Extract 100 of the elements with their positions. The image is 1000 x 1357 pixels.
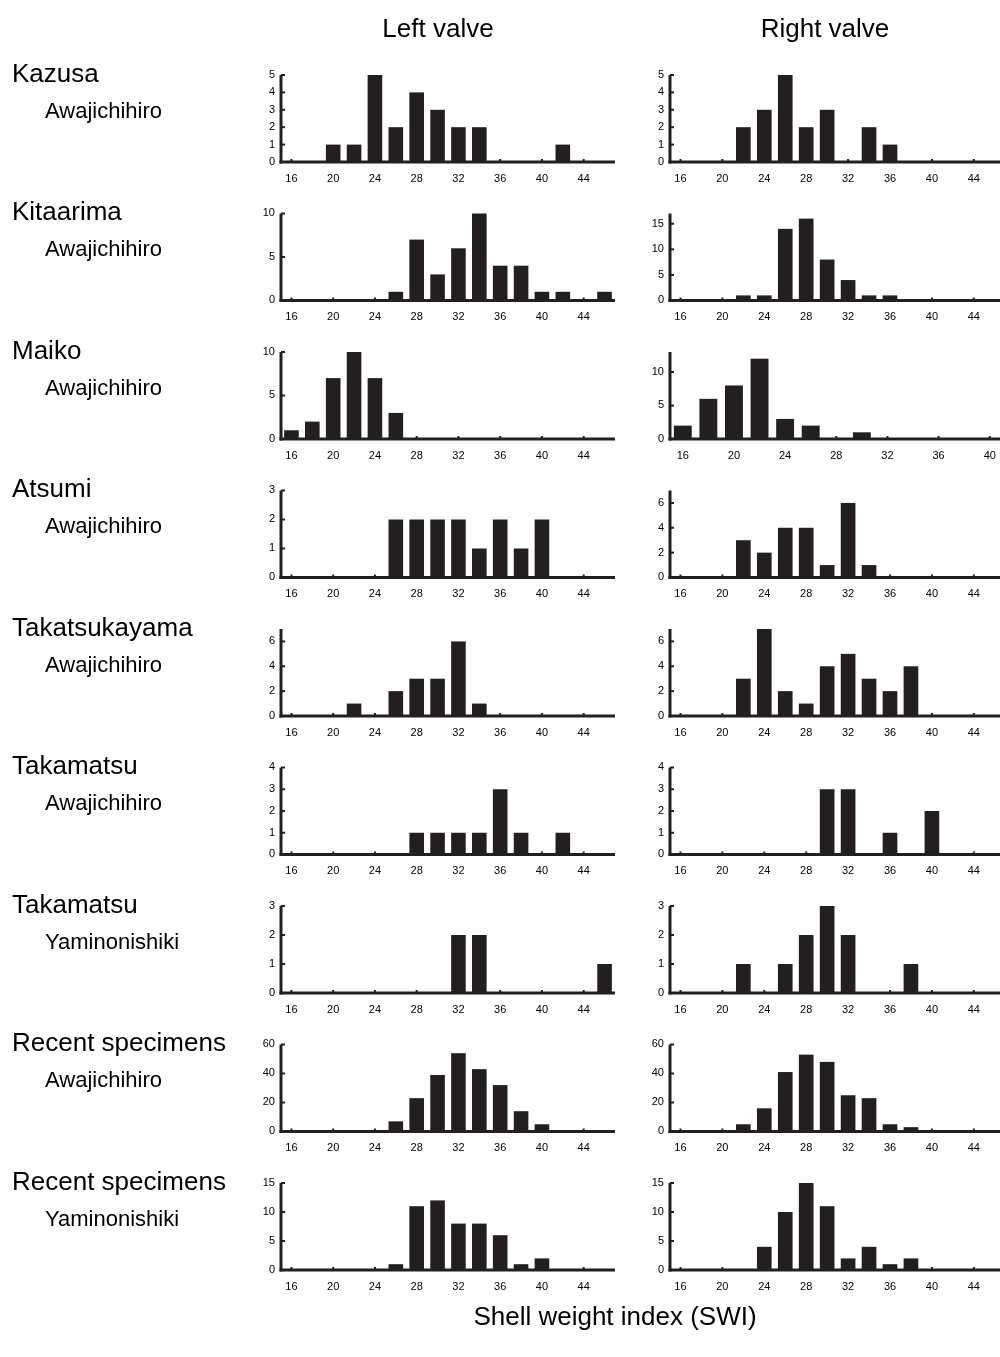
text: Yaminonishiki [45,928,180,954]
y-tick-label: 2 [268,120,275,133]
x-tick-label: 28 [410,171,423,184]
x-tick-label: 36 [883,864,897,877]
x-tick-label: 44 [967,171,980,184]
y-tick-label: 0 [268,431,275,444]
y-tick-label: 5 [657,267,664,280]
x-tick-label: 36 [883,171,897,184]
x-tick-label: 32 [452,725,465,738]
x-tick-label: 20 [716,587,729,600]
y-tick-label: 1 [268,541,275,554]
x-tick-label: 28 [800,171,813,184]
text: Awajichihiro [45,651,162,677]
y-tick-label: 60 [651,1037,664,1050]
y-tick-label: 4 [268,659,275,672]
text: Recent specimens [12,1165,226,1196]
y-tick-label: 4 [657,520,664,533]
x-tick-label: 40 [535,864,549,877]
x-tick-label: 44 [577,448,590,461]
chart-title: Left valve [382,12,494,43]
x-axis-title: Shell weight index (SWI) [473,1300,757,1331]
y-tick-label: 3 [268,483,275,496]
y-tick-label: 10 [262,344,275,357]
text: Kazusa [12,57,100,88]
x-tick-label: 28 [800,1279,813,1292]
y-tick-label: 1 [657,137,664,150]
x-tick-label: 32 [881,448,894,461]
x-tick-label: 28 [800,1141,813,1154]
x-tick-label: 32 [452,171,465,184]
y-tick-label: 0 [268,1262,275,1275]
x-tick-label: 16 [674,171,687,184]
y-tick-label: 0 [657,708,664,721]
y-tick-label: 2 [268,512,275,525]
x-tick-label: 32 [452,587,465,600]
x-tick-label: 16 [285,1279,298,1292]
text: Kitaarima [12,196,123,227]
x-tick-label: 24 [368,171,382,184]
y-tick-label: 2 [657,545,664,558]
x-tick-label: 24 [758,310,771,323]
x-tick-label: 20 [716,1279,729,1292]
x-tick-label: 28 [830,448,843,461]
x-tick-label: 40 [535,725,549,738]
x-tick-label: 40 [925,310,939,323]
x-tick-label: 32 [452,864,465,877]
x-tick-label: 44 [577,587,590,600]
x-tick-label: 36 [883,725,897,738]
x-tick-label: 16 [285,1002,298,1015]
x-tick-label: 24 [368,448,382,461]
x-tick-label: 24 [368,1002,382,1015]
y-tick-label: 5 [268,388,275,401]
x-tick-label: 40 [535,1002,549,1015]
x-tick-label: 32 [841,171,855,184]
x-tick-label: 40 [925,587,939,600]
x-tick-label: 40 [983,448,996,461]
x-tick-label: 44 [967,587,980,600]
y-tick-label: 10 [262,1204,275,1217]
text: Recent specimens [12,1027,226,1058]
y-tick-label: 3 [657,898,664,911]
x-tick-label: 28 [410,1002,423,1015]
y-tick-label: 4 [657,85,664,98]
x-tick-label: 36 [932,448,945,461]
y-tick-label: 0 [657,154,664,167]
y-tick-label: 6 [268,634,275,647]
y-tick-label: 15 [262,1175,275,1188]
x-tick-label: 28 [410,587,423,600]
text: Awajichihiro [45,236,162,262]
x-tick-label: 28 [800,725,813,738]
y-tick-label: 20 [262,1095,275,1108]
x-tick-label: 32 [452,1002,465,1015]
y-tick-label: 1 [268,825,275,838]
y-tick-label: 2 [268,927,275,940]
y-tick-label: 5 [657,1233,664,1246]
x-tick-label: 20 [327,1002,340,1015]
x-tick-label: 36 [883,1141,897,1154]
x-tick-label: 24 [758,171,771,184]
y-tick-label: 0 [657,1262,664,1275]
text: Awajichihiro [45,513,162,539]
x-tick-label: 16 [285,864,298,877]
x-tick-label: 16 [674,1141,687,1154]
x-tick-label: 44 [967,1279,980,1292]
x-tick-label: 32 [841,1002,855,1015]
x-tick-label: 44 [967,864,980,877]
x-tick-label: 20 [716,310,729,323]
x-tick-label: 16 [674,587,687,600]
x-tick-label: 44 [967,1002,980,1015]
x-tick-label: 20 [327,448,340,461]
y-tick-label: 3 [657,102,664,115]
y-tick-label: 2 [268,803,275,816]
y-tick-label: 10 [651,364,664,377]
x-tick-label: 24 [368,864,382,877]
x-tick-label: 16 [285,448,298,461]
text: Awajichihiro [45,790,162,816]
x-tick-label: 28 [410,310,423,323]
x-tick-label: 16 [674,310,687,323]
chart-title: Right valve [760,12,890,43]
y-tick-label: 0 [268,570,275,583]
text: Awajichihiro [45,1067,162,1093]
x-tick-label: 20 [716,1002,729,1015]
x-tick-label: 28 [800,864,813,877]
y-tick-label: 0 [657,431,664,444]
